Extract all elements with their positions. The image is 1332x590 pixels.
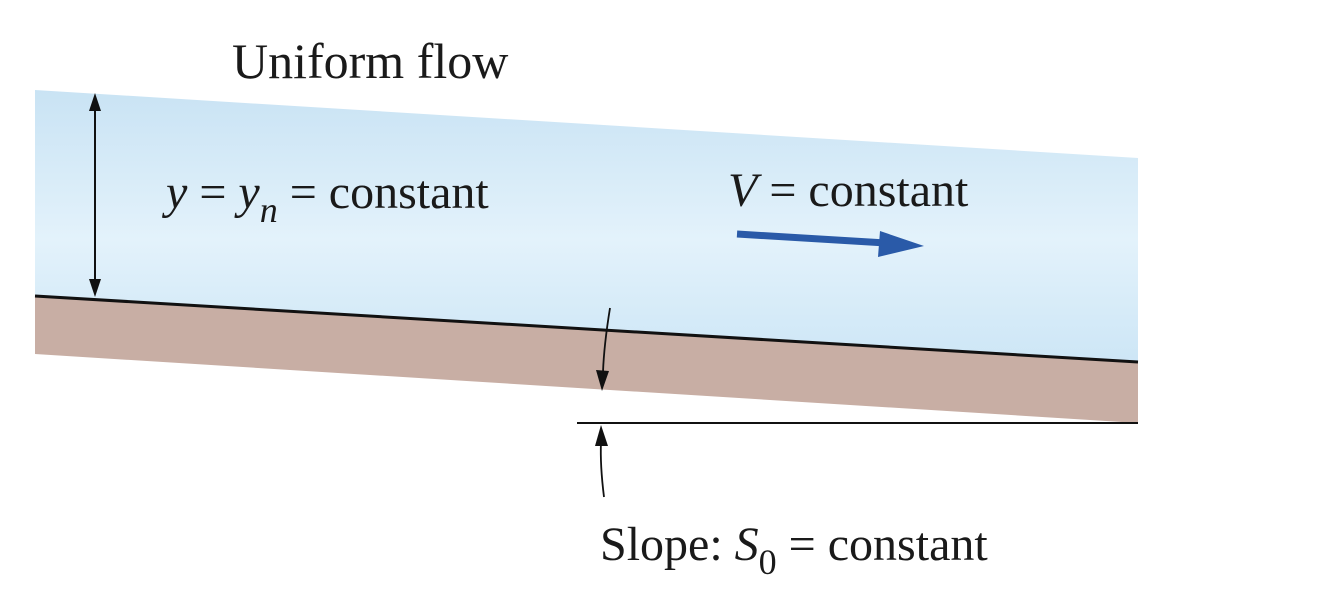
velocity-arrow <box>736 230 924 257</box>
depth-label: y = yn = constant <box>106 166 525 230</box>
depth-eq2: = constant <box>278 166 490 219</box>
slope-angle-arrows <box>595 307 611 498</box>
velocity-eq: = constant <box>757 164 969 217</box>
slope-prefix: Slope: <box>600 518 735 571</box>
slope-label: Slope: S0 = constant <box>540 518 1024 582</box>
slope-eq: = constant <box>777 518 989 571</box>
depth-dimension-arrow <box>89 93 101 297</box>
slope-subscript-0: 0 <box>759 542 777 582</box>
velocity-label: V = constant <box>668 164 1004 217</box>
depth-var-yn: y <box>233 166 260 219</box>
diagram-title: Uniform flow <box>232 33 508 89</box>
velocity-var-v: V <box>728 164 762 217</box>
depth-subscript-n: n <box>260 190 278 230</box>
depth-var-y: y <box>161 166 188 219</box>
slope-var-s: S <box>735 518 759 571</box>
channel-bed <box>35 296 1138 423</box>
depth-eq1: = <box>187 166 238 219</box>
water-region <box>35 90 1138 362</box>
bed-line <box>34 294 1139 364</box>
